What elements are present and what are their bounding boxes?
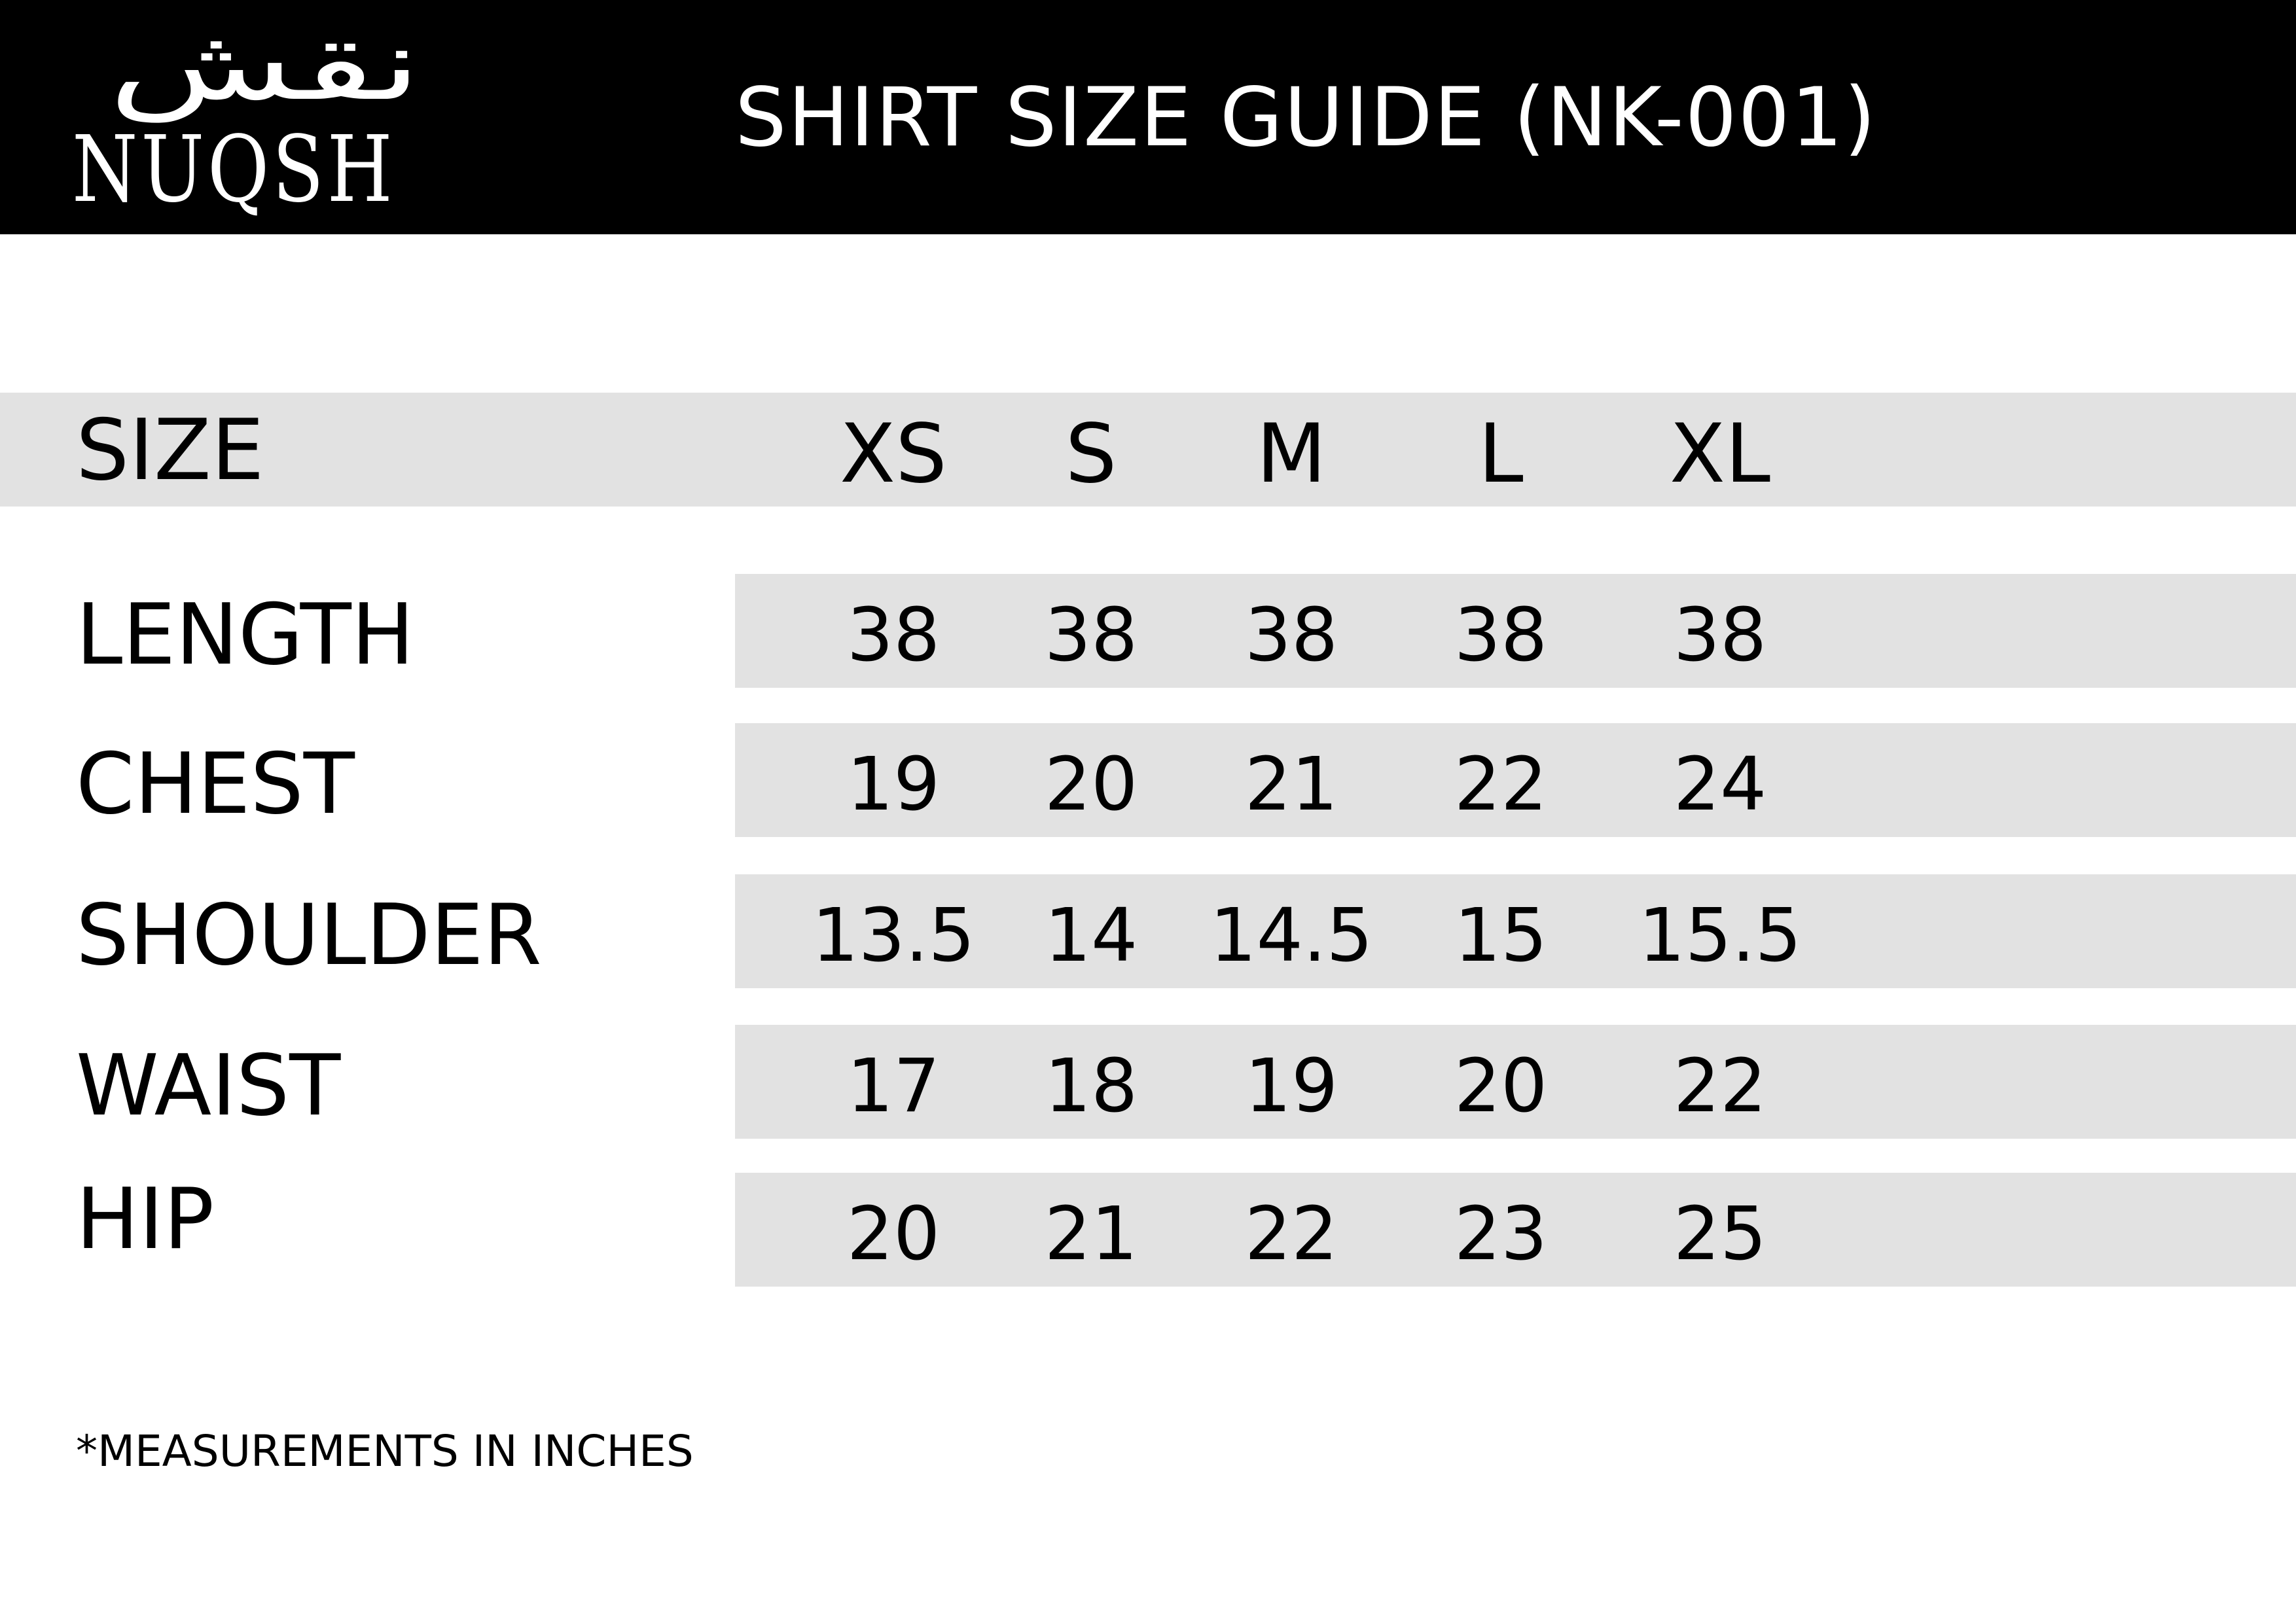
cell-hip-xs: 20 xyxy=(846,1192,941,1277)
cell-chest-xs: 19 xyxy=(846,742,941,827)
row-band-waist xyxy=(735,1025,2296,1139)
cell-shoulder-xl: 15.5 xyxy=(1638,893,1802,978)
page-title: SHIRT SIZE GUIDE (NK-001) xyxy=(735,71,1877,165)
cell-shoulder-xs: 13.5 xyxy=(812,893,975,978)
row-label-length: LENGTH xyxy=(76,586,414,684)
brand-name: NUQSH xyxy=(72,116,396,223)
row-band-hip xyxy=(735,1173,2296,1287)
size-header-s: S xyxy=(1065,407,1117,501)
cell-shoulder-m: 14.5 xyxy=(1210,893,1373,978)
cell-hip-s: 21 xyxy=(1044,1192,1138,1277)
cell-length-xs: 38 xyxy=(846,593,941,678)
row-label-chest: CHEST xyxy=(76,736,355,833)
brand-logo: نقش NUQSH xyxy=(72,13,439,223)
size-header-band xyxy=(0,393,2296,507)
cell-waist-xl: 22 xyxy=(1673,1044,1767,1129)
cell-waist-s: 18 xyxy=(1044,1044,1138,1129)
size-label: SIZE xyxy=(76,402,264,499)
footnote: *MEASUREMENTS IN INCHES xyxy=(76,1426,694,1476)
size-header-m: M xyxy=(1256,407,1327,501)
cell-waist-m: 19 xyxy=(1244,1044,1338,1129)
cell-waist-l: 20 xyxy=(1454,1044,1548,1129)
cell-shoulder-l: 15 xyxy=(1454,893,1548,978)
header-bar: نقش NUQSH SHIRT SIZE GUIDE (NK-001) xyxy=(0,0,2296,234)
cell-chest-l: 22 xyxy=(1454,742,1548,827)
cell-hip-xl: 25 xyxy=(1673,1192,1767,1277)
cell-length-xl: 38 xyxy=(1673,593,1767,678)
cell-length-l: 38 xyxy=(1454,593,1548,678)
cell-chest-xl: 24 xyxy=(1673,742,1767,827)
row-label-waist: WAIST xyxy=(76,1037,341,1135)
size-header-xl: XL xyxy=(1669,407,1771,501)
cell-hip-m: 22 xyxy=(1244,1192,1338,1277)
arabic-logotype: نقش xyxy=(108,9,422,122)
cell-waist-xs: 17 xyxy=(846,1044,941,1129)
cell-length-m: 38 xyxy=(1244,593,1338,678)
row-band-length xyxy=(735,574,2296,688)
size-header-xs: XS xyxy=(840,407,947,501)
cell-length-s: 38 xyxy=(1044,593,1138,678)
cell-hip-l: 23 xyxy=(1454,1192,1548,1277)
row-band-shoulder xyxy=(735,874,2296,988)
cell-shoulder-s: 14 xyxy=(1044,893,1138,978)
row-label-hip: HIP xyxy=(76,1171,215,1268)
cell-chest-m: 21 xyxy=(1244,742,1338,827)
row-label-shoulder: SHOULDER xyxy=(76,887,542,984)
row-band-chest xyxy=(735,723,2296,837)
cell-chest-s: 20 xyxy=(1044,742,1138,827)
size-header-l: L xyxy=(1478,407,1524,501)
